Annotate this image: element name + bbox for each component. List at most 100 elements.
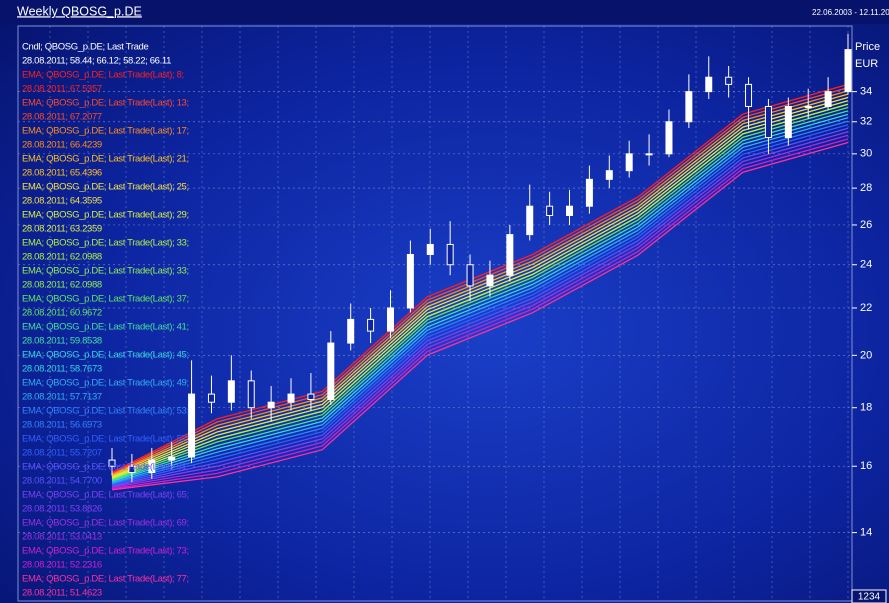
- legend-entry: EMA; QBOSG_p.DE; Last Trade(Last); 53;: [22, 406, 189, 417]
- candle-body: [685, 91, 693, 123]
- candle-body: [705, 76, 713, 93]
- legend-entry: Cndl; QBOSG_p.DE; Last Trade: [22, 42, 148, 53]
- candles: [108, 33, 852, 483]
- y-tick-label: 20: [860, 349, 872, 361]
- legend-entry: EMA; QBOSG_p.DE; Last Trade(Last); 13;: [22, 98, 189, 109]
- legend-value: 28.08.2011; 62.0988: [22, 252, 102, 263]
- candle-body: [486, 274, 494, 287]
- legend-entry: EMA; QBOSG_p.DE; Last Trade(Last); 69;: [22, 518, 189, 529]
- legend-entry: EMA; QBOSG_p.DE; Last Trade(Last); 33;: [22, 266, 189, 277]
- ema-line: [111, 106, 849, 481]
- ema-line: [111, 131, 849, 488]
- candle-body: [546, 205, 554, 216]
- legend-value: 28.08.2011; 53.0413: [22, 532, 102, 543]
- y-tick-label: 22: [860, 302, 872, 314]
- candle-body: [267, 401, 275, 409]
- ema-line: [111, 103, 849, 480]
- candle-body: [784, 105, 792, 139]
- y-axis-label: Price: [855, 41, 880, 53]
- candle-body: [745, 83, 753, 107]
- candle-body: [566, 205, 574, 216]
- legend-value: 28.08.2011; 67.2077: [22, 112, 102, 123]
- ema-line: [111, 113, 849, 483]
- candle-body: [108, 459, 116, 467]
- y-tick-label: 28: [860, 182, 872, 194]
- legend-value: 28.08.2011; 52.2316: [22, 560, 102, 571]
- candle-body: [406, 253, 414, 309]
- legend-entry: EMA; QBOSG_p.DE; Last Trade(Last); 25;: [22, 182, 189, 193]
- candle-body: [287, 393, 295, 403]
- legend-entry: EMA; QBOSG_p.DE; Last Trade(Last); 73;: [22, 546, 189, 557]
- ema-line: [111, 124, 849, 486]
- window-title[interactable]: Weekly QBOSG_p.DE: [17, 4, 142, 18]
- legend-entry: EMA; QBOSG_p.DE; Last Trade(Last); 45;: [22, 350, 189, 361]
- ema-line: [111, 138, 849, 490]
- legend-entry: EMA; QBOSG_p.DE; Last Trade(Last); 65;: [22, 490, 189, 501]
- legend-entry: EMA; QBOSG_p.DE; Last Trade(Last); 77;: [22, 574, 189, 585]
- legend-value: 28.08.2011; 60.9672: [22, 308, 102, 319]
- candle-body: [764, 105, 772, 139]
- legend-value: 28.08.2011; 57.7137: [22, 392, 102, 403]
- candle-body: [247, 380, 255, 409]
- legend-value: 28.08.2011; 53.8826: [22, 504, 102, 515]
- legend-value: 28.08.2011; 62.0988: [22, 280, 102, 291]
- legend-value: 28.08.2011; 56.6973: [22, 420, 102, 431]
- ema-line: [111, 134, 849, 489]
- candle-body: [625, 153, 633, 172]
- legend-value: 28.08.2011; 58.44; 66.12; 58.22; 66.11: [22, 56, 171, 67]
- ema-line: [111, 90, 849, 475]
- candle-body: [526, 205, 534, 236]
- legend-entry: EMA; QBOSG_p.DE; Last Trade(Last); 17;: [22, 126, 189, 137]
- y-tick-label: 34: [860, 86, 872, 98]
- legend-entry: EMA; QBOSG_p.DE; Last Trade(Last); 37;: [22, 294, 189, 305]
- ema-line: [111, 83, 849, 474]
- ema-line: [111, 93, 849, 476]
- candle-body: [506, 234, 514, 276]
- candle-body: [347, 318, 355, 344]
- candle-body: [466, 264, 474, 287]
- candle-body: [844, 49, 852, 93]
- candle-body: [725, 76, 733, 85]
- ema-lines: [111, 83, 849, 491]
- legend-value: 28.08.2011; 58.7673: [22, 364, 102, 375]
- y-tick-label: 14: [860, 527, 872, 539]
- legend-value: 28.08.2011; 55.7207: [22, 448, 102, 459]
- y-tick-label: 32: [860, 116, 872, 128]
- ema-line: [111, 86, 849, 474]
- legend-entry: EMA; QBOSG_p.DE; Last Trade(Last); 8;: [22, 70, 184, 81]
- legend-value: 28.08.2011; 66.4239: [22, 140, 102, 151]
- y-tick-label: 26: [860, 219, 872, 231]
- ema-line: [111, 110, 849, 482]
- candle-body: [446, 243, 454, 266]
- legend-value: 28.08.2011; 51.4623: [22, 588, 102, 599]
- legend-entry: EMA; QBOSG_p.DE; Last Trade(Last); 61;: [22, 462, 189, 473]
- legend-value: 28.08.2011; 64.3595: [22, 196, 102, 207]
- legend-value: 28.08.2011; 63.2359: [22, 224, 102, 235]
- y-axis: 14 16 18 20 22 24 26 28 30 32 34: [852, 86, 872, 539]
- corner-label[interactable]: 1234: [858, 592, 881, 603]
- legend: Cndl; QBOSG_p.DE; Last Trade 28.08.2011; …: [22, 42, 189, 599]
- legend-entry: EMA; QBOSG_p.DE; Last Trade(Last); 49;: [22, 378, 189, 389]
- y-tick-label: 30: [860, 148, 872, 160]
- ema-line: [111, 120, 849, 485]
- legend-entry: EMA; QBOSG_p.DE; Last Trade(Last); 21;: [22, 154, 189, 165]
- corner-box[interactable]: [851, 589, 887, 603]
- candle-body: [804, 105, 812, 108]
- candle-body: [227, 380, 235, 403]
- candle-body: [128, 465, 136, 473]
- y-axis-unit: EUR: [855, 58, 878, 70]
- y-tick-label: 16: [860, 460, 872, 472]
- legend-value: 28.08.2011; 65.4396: [22, 168, 102, 179]
- legend-entry: EMA; QBOSG_p.DE; Last Trade(Last); 29;: [22, 210, 189, 221]
- candle-body: [367, 318, 375, 332]
- candle-body: [665, 121, 673, 155]
- plot-frame: [17, 25, 853, 602]
- date-range: 22.06.2003 - 12.11.2006 (: [812, 8, 889, 17]
- candle-body: [148, 459, 156, 473]
- legend-value: 28.08.2011; 59.8538: [22, 336, 102, 347]
- legend-entry: EMA; QBOSG_p.DE; Last Trade(Last); 57;: [22, 434, 189, 445]
- candle-body: [307, 393, 315, 400]
- y-tick-label: 18: [860, 402, 872, 414]
- legend-value: 28.08.2011; 67.5357: [22, 84, 102, 95]
